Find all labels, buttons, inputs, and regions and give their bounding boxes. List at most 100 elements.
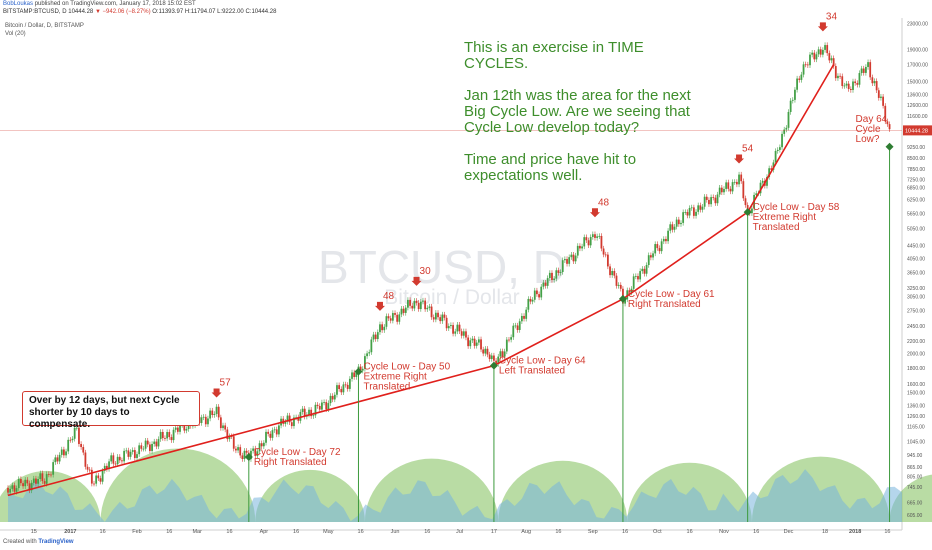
y-tick-label: 945.00 <box>907 453 923 459</box>
candle-body <box>781 133 783 148</box>
candle-body <box>639 271 642 280</box>
candle-body <box>310 409 313 417</box>
candle-body <box>224 425 227 430</box>
candle-body <box>24 479 27 487</box>
y-tick-label: 8500.00 <box>907 156 925 162</box>
candle-body <box>58 454 61 462</box>
candle-body <box>699 205 702 210</box>
last-price: 10444.28 <box>68 9 94 15</box>
candle-body <box>314 404 317 416</box>
candle-body <box>75 427 78 429</box>
peak-label: 48 <box>383 291 395 302</box>
candle-body <box>712 197 715 198</box>
candle-body <box>656 244 659 249</box>
candle-body <box>804 64 807 66</box>
last-price-badge-text: 10444.28 <box>905 128 928 134</box>
candle-body <box>841 76 844 86</box>
cycle-low-label: Cycle Low - Day 64 Left Translated <box>499 356 586 377</box>
candle-body <box>325 402 328 410</box>
candle-body <box>235 448 237 451</box>
candle-body <box>733 181 736 183</box>
candle-body <box>546 278 549 286</box>
candle-body <box>660 241 663 252</box>
watermark-name: Bitcoin / Dollar <box>384 286 519 309</box>
candle-body <box>482 349 485 354</box>
candle-body <box>56 457 59 462</box>
candle-body <box>598 235 601 237</box>
cycle-low-marker <box>618 294 627 303</box>
candle-body <box>538 294 540 298</box>
candle-body <box>411 305 414 309</box>
candle-body <box>864 66 867 73</box>
candle-body <box>669 224 672 231</box>
candle-body <box>529 298 532 302</box>
candle-body <box>527 298 530 310</box>
candle-body <box>108 461 110 469</box>
candle-body <box>262 442 265 447</box>
candle-body <box>514 325 517 327</box>
peak-label: 34 <box>826 11 838 22</box>
candle-body <box>297 417 300 421</box>
candle-body <box>329 395 332 404</box>
candle-body <box>740 174 743 182</box>
candle-body <box>785 127 788 130</box>
author-link[interactable]: BobLoukas <box>3 1 34 7</box>
x-tick-label: 16 <box>424 529 430 535</box>
candle-body <box>374 334 377 340</box>
candle-body <box>493 355 495 361</box>
candle-body <box>791 99 794 101</box>
candle-body <box>460 331 463 336</box>
candle-body <box>834 66 837 79</box>
candle-body <box>99 478 102 482</box>
candle-body <box>22 483 24 487</box>
candle-body <box>379 324 381 333</box>
candle-body <box>200 417 203 423</box>
x-tick-label: Sep <box>588 529 598 535</box>
candle-body <box>735 181 738 185</box>
volume-area <box>8 469 902 522</box>
candle-body <box>106 465 108 469</box>
candle-body <box>404 307 407 313</box>
candle-body <box>28 483 31 491</box>
candle-body <box>439 317 442 322</box>
x-tick-label: 16 <box>622 529 628 535</box>
candle-body <box>136 454 138 459</box>
candle-body <box>344 384 347 386</box>
tradingview-logo[interactable]: TradingView <box>38 539 74 545</box>
candle-body <box>533 290 536 300</box>
candle-body <box>628 290 631 293</box>
candle-body <box>413 300 416 309</box>
candle-body <box>467 337 470 347</box>
cycle-low-marker <box>885 142 894 151</box>
candle-body <box>884 105 887 122</box>
candle-body <box>473 338 476 346</box>
cycle-low-marker <box>489 361 498 370</box>
candle-body <box>860 68 863 74</box>
candle-body <box>348 378 351 389</box>
peak-label: 54 <box>742 143 754 154</box>
candle-body <box>288 415 291 423</box>
candle-body <box>480 339 482 350</box>
candle-body <box>267 431 270 434</box>
footer-created: Created with <box>3 539 37 545</box>
candle-body <box>168 432 171 438</box>
candle-body <box>882 96 884 106</box>
candle-body <box>744 198 747 206</box>
candle-body <box>495 360 497 365</box>
candle-body <box>877 90 880 98</box>
candle-body <box>321 402 323 410</box>
x-tick-label: Jun <box>391 529 400 535</box>
candle-body <box>789 100 792 112</box>
candle-body <box>854 81 857 84</box>
candle-body <box>9 488 12 493</box>
candle-body <box>852 81 854 90</box>
candle-body <box>798 78 801 80</box>
x-tick-label: 16 <box>358 529 364 535</box>
candle-body <box>43 481 46 484</box>
candle-body <box>183 422 186 431</box>
candle-body <box>708 199 710 205</box>
candle-body <box>400 308 403 315</box>
candle-body <box>286 415 289 422</box>
candle-body <box>725 182 728 189</box>
